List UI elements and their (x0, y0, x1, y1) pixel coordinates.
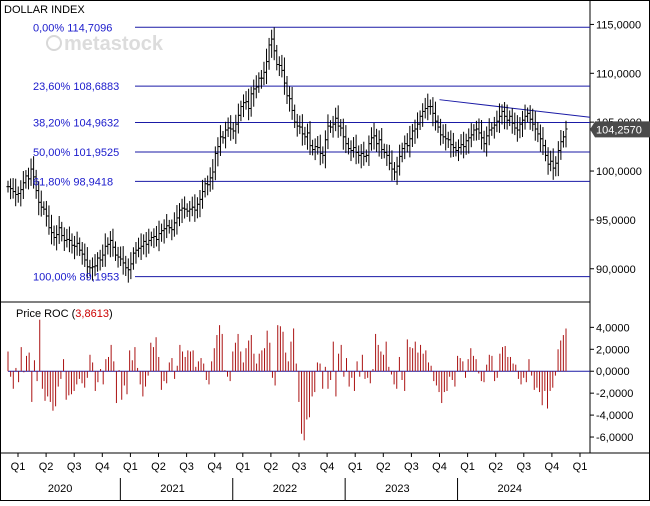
year-label: 2021 (160, 483, 184, 495)
trendline-line (439, 99, 591, 118)
quarter-label: Q3 (67, 461, 82, 473)
fibonacci-labels: 0,00% 114,7096 23,60% 108,6883 38,20% 104,… (33, 22, 119, 283)
quarter-label: Q2 (376, 461, 391, 473)
quarter-label: Q2 (264, 461, 279, 473)
roc-current-value: 3,8613 (75, 308, 109, 320)
quarter-label: Q1 (573, 461, 588, 473)
fib-label: 0,00% 114,7096 (33, 22, 112, 34)
quarter-label: Q3 (292, 461, 307, 473)
price-tick-label: 90,0000 (596, 264, 636, 276)
quarter-label: Q3 (179, 461, 194, 473)
watermark-text: metastock (64, 33, 164, 55)
price-tick-label: 95,0000 (596, 215, 636, 227)
roc-title-label: Price ROC (16, 308, 69, 320)
quarter-label: Q2 (488, 461, 503, 473)
last-price-label: 104,2570 (596, 124, 642, 136)
price-tick-label: 100,0000 (596, 166, 642, 178)
time-axis: Q1 Q2 Q3 Q4 Q1 Q2 Q3 Q4 Q1 Q2 Q3 Q4 Q1 Q2 Q3 Q4 Q1 Q2 Q3 Q4… (11, 453, 588, 500)
fib-label: 38,20% 104,9632 (33, 118, 119, 130)
roc-tick-label: -6,0000 (596, 432, 633, 444)
quarter-label: Q4 (432, 461, 447, 473)
watermark: metastock (46, 33, 164, 55)
price-axis: 90,000095,0000100,0000105,0000110,000011… (590, 19, 650, 276)
year-label: 2023 (385, 483, 409, 495)
roc-title: Price ROC (3,8613) (16, 308, 113, 320)
chart-title: DOLLAR INDEX (4, 4, 85, 16)
trendline (439, 99, 591, 118)
year-label: 2022 (273, 483, 297, 495)
roc-tick-label: -2,0000 (596, 388, 633, 400)
fib-label: 100,00% 89,1953 (33, 272, 119, 284)
quarter-label: Q4 (95, 461, 110, 473)
price-tick-label: 110,0000 (596, 68, 641, 80)
quarter-label: Q4 (320, 461, 335, 473)
quarter-label: Q3 (516, 461, 531, 473)
last-price-tag (590, 121, 650, 138)
quarter-label: Q1 (460, 461, 475, 473)
roc-tick-label: 4,0000 (596, 322, 630, 334)
fib-label: 50,00% 101,9525 (33, 147, 119, 159)
roc-tick-label: -4,0000 (596, 410, 633, 422)
ohlc-bars (6, 27, 568, 283)
roc-axis: -6,0000 -4,0000 -2,0000 0,0000 2,0000 4,0000 (590, 322, 633, 444)
quarter-label: Q1 (348, 461, 363, 473)
year-label: 2024 (498, 483, 522, 495)
roc-bars (7, 319, 567, 441)
roc-tick-label: 2,0000 (596, 344, 630, 356)
quarter-label: Q4 (545, 461, 560, 473)
quarter-label: Q2 (151, 461, 166, 473)
fibonacci-lines (135, 26, 590, 278)
fib-label: 23,60% 108,6883 (33, 81, 119, 93)
price-tick-label: 115,0000 (596, 19, 641, 31)
quarter-label: Q3 (404, 461, 419, 473)
quarter-label: Q2 (39, 461, 54, 473)
fib-label: 61,80% 98,9418 (33, 176, 113, 188)
quarter-label: Q1 (11, 461, 26, 473)
roc-tick-label: 0,0000 (596, 366, 630, 378)
quarter-label: Q1 (235, 461, 250, 473)
quarter-label: Q1 (123, 461, 138, 473)
quarter-label: Q4 (207, 461, 222, 473)
year-label: 2020 (48, 483, 72, 495)
